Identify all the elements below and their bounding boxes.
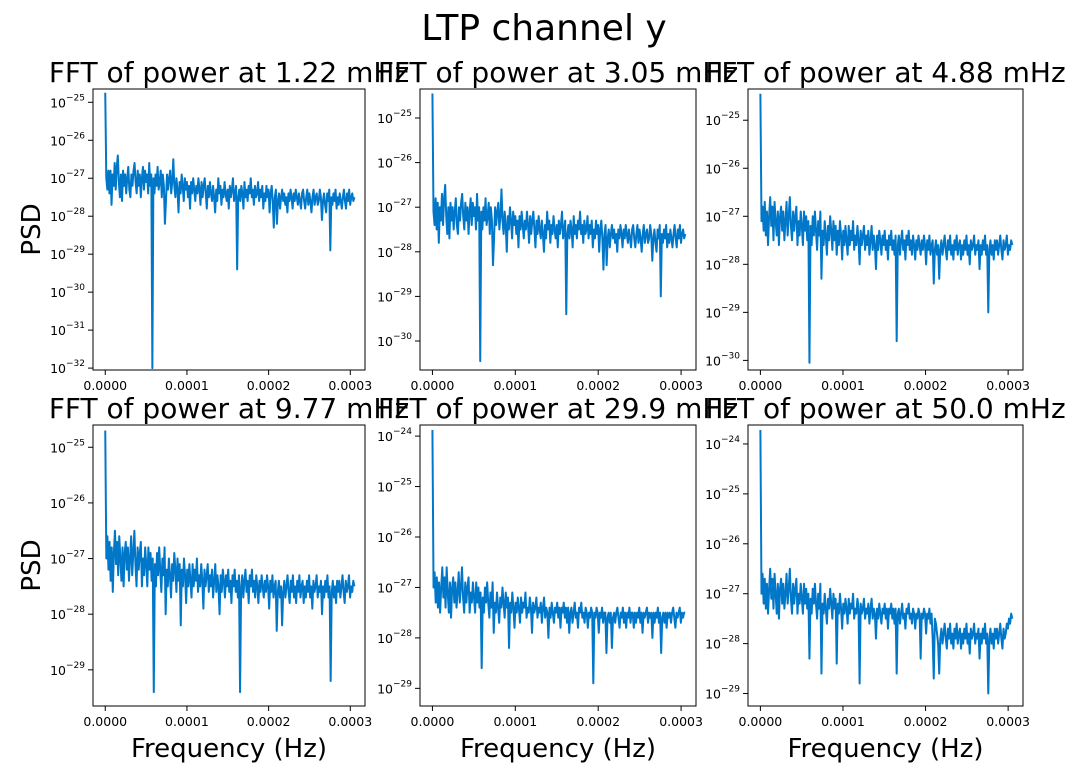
x-tick-label: 0.0001 bbox=[821, 378, 865, 393]
x-tick-label: 0.0002 bbox=[576, 378, 620, 393]
x-tick-label: 0.0000 bbox=[739, 714, 783, 729]
subplot-5: 0.0000 0.0001 0.0002 0.000310−2910−2810−271… bbox=[377, 392, 738, 764]
y-tick-label: 10−30 bbox=[377, 332, 412, 349]
subplot-title: FFT of power at 4.88 mHz bbox=[705, 56, 1065, 89]
y-tick-label: 10−29 bbox=[377, 287, 412, 304]
y-tick-label: 10−29 bbox=[705, 303, 740, 320]
x-tick-label: 0.0001 bbox=[493, 378, 537, 393]
y-tick-label: 10−25 bbox=[705, 485, 740, 502]
y-tick-label: 10−31 bbox=[50, 321, 85, 338]
subplot-title: FFT of power at 3.05 mHz bbox=[378, 56, 738, 89]
plot-frame bbox=[92, 424, 366, 707]
x-axis-label: Frequency (Hz) bbox=[787, 734, 983, 764]
x-tick-label: 0.0001 bbox=[821, 714, 865, 729]
subplot-4: 0.0000 0.0001 0.0002 0.0003 10−29 10−28 10−27 1… bbox=[17, 392, 409, 764]
y-axis-label: PSD bbox=[17, 203, 47, 255]
x-tick-label: 0.0000 bbox=[739, 378, 783, 393]
x-tick-label: 0.0000 bbox=[411, 378, 455, 393]
x-tick-label: 0.0001 bbox=[165, 378, 209, 393]
subplot-6: 0.0000 0.0001 0.0002 0.0003 10−29 10−28 10−27 1… bbox=[705, 392, 1066, 764]
x-tick-label: 0.0003 bbox=[328, 378, 372, 393]
subplot-title: FFT of power at 1.22 mHz bbox=[49, 56, 409, 89]
x-tick-label: 0.0001 bbox=[493, 714, 537, 729]
x-tick-label: 0.0003 bbox=[659, 378, 703, 393]
subplot-title: FFT of power at 29.9 mHz bbox=[378, 392, 738, 425]
y-tick-label: 10−25 bbox=[377, 109, 412, 126]
y-tick-label: 10−26 bbox=[705, 535, 740, 552]
y-tick-label: 10−26 bbox=[705, 159, 740, 176]
psd-series-line bbox=[759, 93, 1014, 364]
y-tick-label: 10−25 bbox=[705, 111, 740, 128]
y-tick-label: 10−27 bbox=[377, 578, 412, 595]
x-tick-label: 0.0002 bbox=[247, 714, 291, 729]
subplot-grid: 0.0000 0.0001 0.0002 0.0003 10−32 10−31 10−30 1… bbox=[17, 56, 1066, 764]
y-tick-label: 10−27 bbox=[705, 585, 740, 602]
x-tick-label: 0.0003 bbox=[328, 714, 372, 729]
y-tick-label: 10−28 bbox=[377, 243, 412, 260]
x-tick-label: 0.0003 bbox=[659, 714, 703, 729]
subplot-1: 0.0000 0.0001 0.0002 0.0003 10−32 10−31 10−30 1… bbox=[17, 56, 409, 393]
figure-title: LTP channel y bbox=[421, 8, 666, 49]
y-tick-label: 10−28 bbox=[50, 207, 85, 224]
y-tick-label: 10−26 bbox=[50, 131, 85, 148]
y-tick-label: 10−29 bbox=[705, 685, 740, 702]
y-tick-label: 10−26 bbox=[377, 154, 412, 171]
y-tick-label: 10−24 bbox=[705, 435, 740, 452]
y-tick-label: 10−30 bbox=[50, 283, 85, 300]
subplot-title: FFT of power at 50.0 mHz bbox=[705, 392, 1065, 425]
x-tick-label: 0.0002 bbox=[247, 378, 291, 393]
y-tick-label: 10−25 bbox=[50, 438, 85, 455]
x-tick-label: 0.0003 bbox=[986, 714, 1030, 729]
y-tick-label: 10−27 bbox=[377, 198, 412, 215]
psd-series-line bbox=[431, 430, 686, 685]
y-tick-label: 10−26 bbox=[377, 528, 412, 545]
plot-frame bbox=[747, 424, 1024, 707]
y-tick-label: 10−26 bbox=[50, 494, 85, 511]
y-tick-label: 10−29 bbox=[50, 661, 85, 678]
plot-frame bbox=[419, 88, 697, 371]
y-tick-label: 10−29 bbox=[377, 679, 412, 696]
y-tick-label: 10−27 bbox=[50, 550, 85, 567]
y-tick-label: 10−28 bbox=[705, 255, 740, 272]
y-tick-label: 10−29 bbox=[50, 245, 85, 262]
plot-frame bbox=[92, 88, 366, 371]
y-tick-label: 10−28 bbox=[705, 635, 740, 652]
x-tick-label: 0.0002 bbox=[904, 714, 948, 729]
subplot-3: 0.0000 0.0001 0.0002 0.0003 10−30 10−29 10−28 1… bbox=[705, 56, 1066, 393]
psd-series-line bbox=[104, 92, 356, 370]
y-tick-label: 10−27 bbox=[705, 207, 740, 224]
y-tick-label: 10−25 bbox=[50, 93, 85, 110]
y-tick-label: 10−28 bbox=[377, 629, 412, 646]
y-tick-label: 10−32 bbox=[50, 359, 85, 376]
psd-series-line bbox=[104, 430, 356, 694]
y-tick-label: 10−28 bbox=[50, 605, 85, 622]
y-axis-label: PSD bbox=[17, 539, 47, 591]
psd-series-line bbox=[759, 429, 1014, 695]
subplot-title: FFT of power at 9.77 mHz bbox=[49, 392, 409, 425]
y-tick-label: 10−27 bbox=[50, 169, 85, 186]
subplot-2: 0.0000 0.0001 0.0002 0.000310−3010−2910−281… bbox=[377, 56, 738, 393]
x-tick-label: 0.0000 bbox=[83, 714, 127, 729]
plot-frame bbox=[747, 88, 1024, 371]
y-tick-label: 10−24 bbox=[377, 427, 412, 444]
x-tick-label: 0.0003 bbox=[986, 378, 1030, 393]
x-tick-label: 0.0000 bbox=[411, 714, 455, 729]
y-tick-label: 10−30 bbox=[705, 351, 740, 368]
y-tick-label: 10−25 bbox=[377, 478, 412, 495]
x-axis-label: Frequency (Hz) bbox=[460, 734, 656, 764]
x-tick-label: 0.0002 bbox=[576, 714, 620, 729]
x-tick-label: 0.0000 bbox=[83, 378, 127, 393]
plot-frame bbox=[419, 424, 697, 707]
psd-series-line bbox=[431, 93, 687, 363]
x-tick-label: 0.0002 bbox=[904, 378, 948, 393]
x-tick-label: 0.0001 bbox=[165, 714, 209, 729]
x-axis-label: Frequency (Hz) bbox=[131, 734, 327, 764]
